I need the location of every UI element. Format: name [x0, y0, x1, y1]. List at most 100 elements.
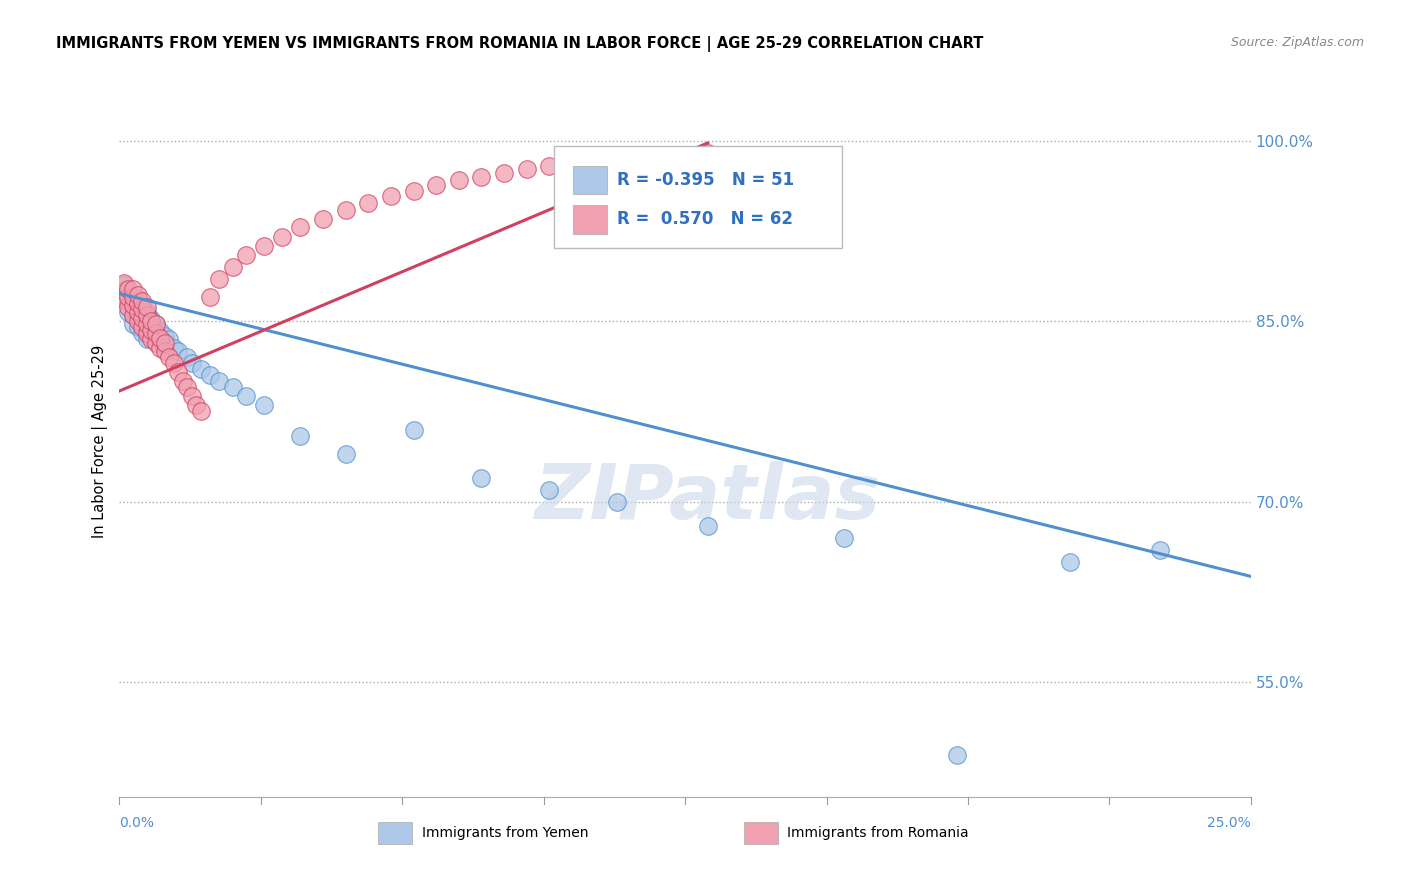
Point — [112, 290, 135, 304]
Text: R = -0.395   N = 51: R = -0.395 N = 51 — [617, 171, 794, 189]
Text: IMMIGRANTS FROM YEMEN VS IMMIGRANTS FROM ROMANIA IN LABOR FORCE | AGE 25-29 CORR: IMMIGRANTS FROM YEMEN VS IMMIGRANTS FROM… — [56, 36, 984, 52]
Point — [167, 344, 190, 359]
Point — [127, 304, 149, 318]
Point — [127, 314, 149, 328]
Point — [190, 362, 212, 376]
Point — [145, 326, 167, 341]
Point — [832, 531, 855, 545]
Point — [127, 308, 149, 322]
Point — [139, 322, 162, 336]
Text: 25.0%: 25.0% — [1208, 815, 1251, 830]
Point — [696, 518, 718, 533]
Point — [131, 308, 153, 322]
Point — [561, 155, 583, 169]
Point — [131, 300, 153, 314]
Point — [153, 335, 176, 350]
Point — [131, 317, 153, 331]
Point — [494, 166, 516, 180]
Point — [186, 399, 208, 413]
Point — [335, 203, 357, 218]
Point — [139, 328, 162, 343]
Point — [253, 239, 276, 253]
Point — [131, 310, 153, 325]
Point — [425, 178, 447, 192]
Point — [290, 220, 312, 235]
Point — [117, 282, 139, 296]
Point — [139, 311, 162, 326]
Point — [127, 300, 149, 314]
Point — [122, 308, 145, 322]
Point — [153, 338, 176, 352]
Point — [131, 326, 153, 341]
Point — [117, 284, 139, 298]
Point — [516, 162, 538, 177]
Point — [180, 356, 202, 370]
Point — [153, 328, 176, 343]
Point — [135, 308, 157, 322]
Point — [271, 230, 294, 244]
Text: 0.0%: 0.0% — [120, 815, 155, 830]
Point — [190, 404, 212, 418]
Point — [176, 351, 198, 365]
Point — [235, 248, 257, 262]
Point — [163, 356, 186, 370]
Point — [312, 211, 335, 226]
Point — [402, 423, 425, 437]
Point — [127, 320, 149, 334]
Point — [145, 335, 167, 350]
Point — [221, 260, 243, 274]
Point — [117, 296, 139, 310]
Point — [696, 145, 718, 160]
Point — [357, 196, 380, 211]
Point — [380, 189, 402, 203]
Point — [117, 290, 139, 304]
Point — [112, 276, 135, 290]
Text: Source: ZipAtlas.com: Source: ZipAtlas.com — [1230, 36, 1364, 49]
Point — [651, 148, 673, 162]
Point — [167, 365, 190, 379]
Text: Immigrants from Yemen: Immigrants from Yemen — [422, 826, 588, 840]
Point — [538, 483, 561, 497]
Point — [117, 300, 139, 314]
Point — [131, 320, 153, 334]
Point — [221, 380, 243, 394]
Point — [198, 290, 221, 304]
Point — [235, 389, 257, 403]
Point — [139, 320, 162, 334]
Point — [112, 284, 135, 298]
Point — [145, 317, 167, 331]
Point — [139, 314, 162, 328]
Point — [538, 159, 561, 173]
Point — [163, 341, 186, 355]
Point — [112, 278, 135, 293]
Point — [402, 184, 425, 198]
Point — [122, 290, 145, 304]
Text: R =  0.570   N = 62: R = 0.570 N = 62 — [617, 211, 793, 228]
Point — [172, 375, 194, 389]
Point — [145, 326, 167, 341]
Point — [112, 293, 135, 307]
Point — [606, 494, 628, 508]
Point — [290, 428, 312, 442]
Point — [122, 300, 145, 314]
Point — [135, 317, 157, 331]
Point — [945, 747, 967, 762]
Point — [149, 324, 172, 338]
Point — [253, 399, 276, 413]
Point — [1059, 555, 1081, 569]
Point — [157, 351, 180, 365]
Point — [122, 282, 145, 296]
Point — [135, 314, 157, 328]
Point — [117, 304, 139, 318]
Point — [131, 302, 153, 317]
Point — [127, 296, 149, 310]
Point — [149, 331, 172, 345]
Point — [135, 300, 157, 314]
Point — [122, 317, 145, 331]
Point — [135, 326, 157, 341]
Point — [122, 308, 145, 322]
Point — [122, 290, 145, 304]
Point — [335, 446, 357, 460]
Point — [208, 375, 231, 389]
Text: Immigrants from Romania: Immigrants from Romania — [787, 826, 969, 840]
